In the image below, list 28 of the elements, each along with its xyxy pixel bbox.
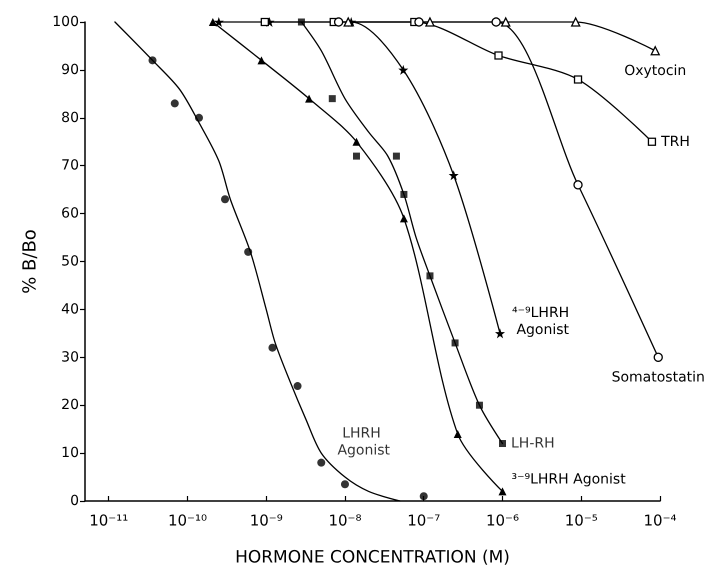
y-tick-label: 10 xyxy=(61,445,79,462)
y-axis-title: % B/Bo xyxy=(20,229,40,294)
y-tick-label: 30 xyxy=(61,349,79,366)
y-tick-label: 20 xyxy=(61,397,79,414)
x-axis-title: HORMONE CONCENTRATION (M) xyxy=(235,548,510,568)
x-tick-label: 10⁻⁵ xyxy=(564,512,598,530)
series-label: LH-RH xyxy=(510,436,555,452)
x-tick-label: 10⁻⁹ xyxy=(250,512,283,530)
series-label: ³⁻⁹LHRH Agonist xyxy=(511,471,626,488)
x-tick-label: 10⁻⁶ xyxy=(486,512,520,530)
series-label: ⁴⁻⁹LHRH Agonist xyxy=(512,304,570,338)
x-tick-label: 10⁻¹¹ xyxy=(89,512,128,530)
series-label: Somatostatin xyxy=(612,369,705,386)
y-tick-label: 70 xyxy=(61,158,79,174)
x-tick-label: 10⁻¹⁰ xyxy=(168,512,207,530)
x-tick-label: 10⁻⁸ xyxy=(328,512,362,530)
x-tick-label: 10⁻⁷ xyxy=(407,512,440,530)
series-label: Oxytocin xyxy=(624,62,686,79)
y-tick-label: 80 xyxy=(61,110,79,126)
series-label: LHRH Agonist xyxy=(337,426,391,459)
x-tick-label: 10⁻⁴ xyxy=(643,512,677,530)
y-tick-label: 60 xyxy=(61,206,79,222)
series-label: TRH xyxy=(660,134,690,150)
y-tick-label: 50 xyxy=(61,254,79,270)
y-tick-label: 0 xyxy=(70,493,79,509)
y-tick-label: 40 xyxy=(61,301,79,318)
y-tick-label: 90 xyxy=(61,62,79,78)
y-tick-label: 100 xyxy=(52,14,79,30)
